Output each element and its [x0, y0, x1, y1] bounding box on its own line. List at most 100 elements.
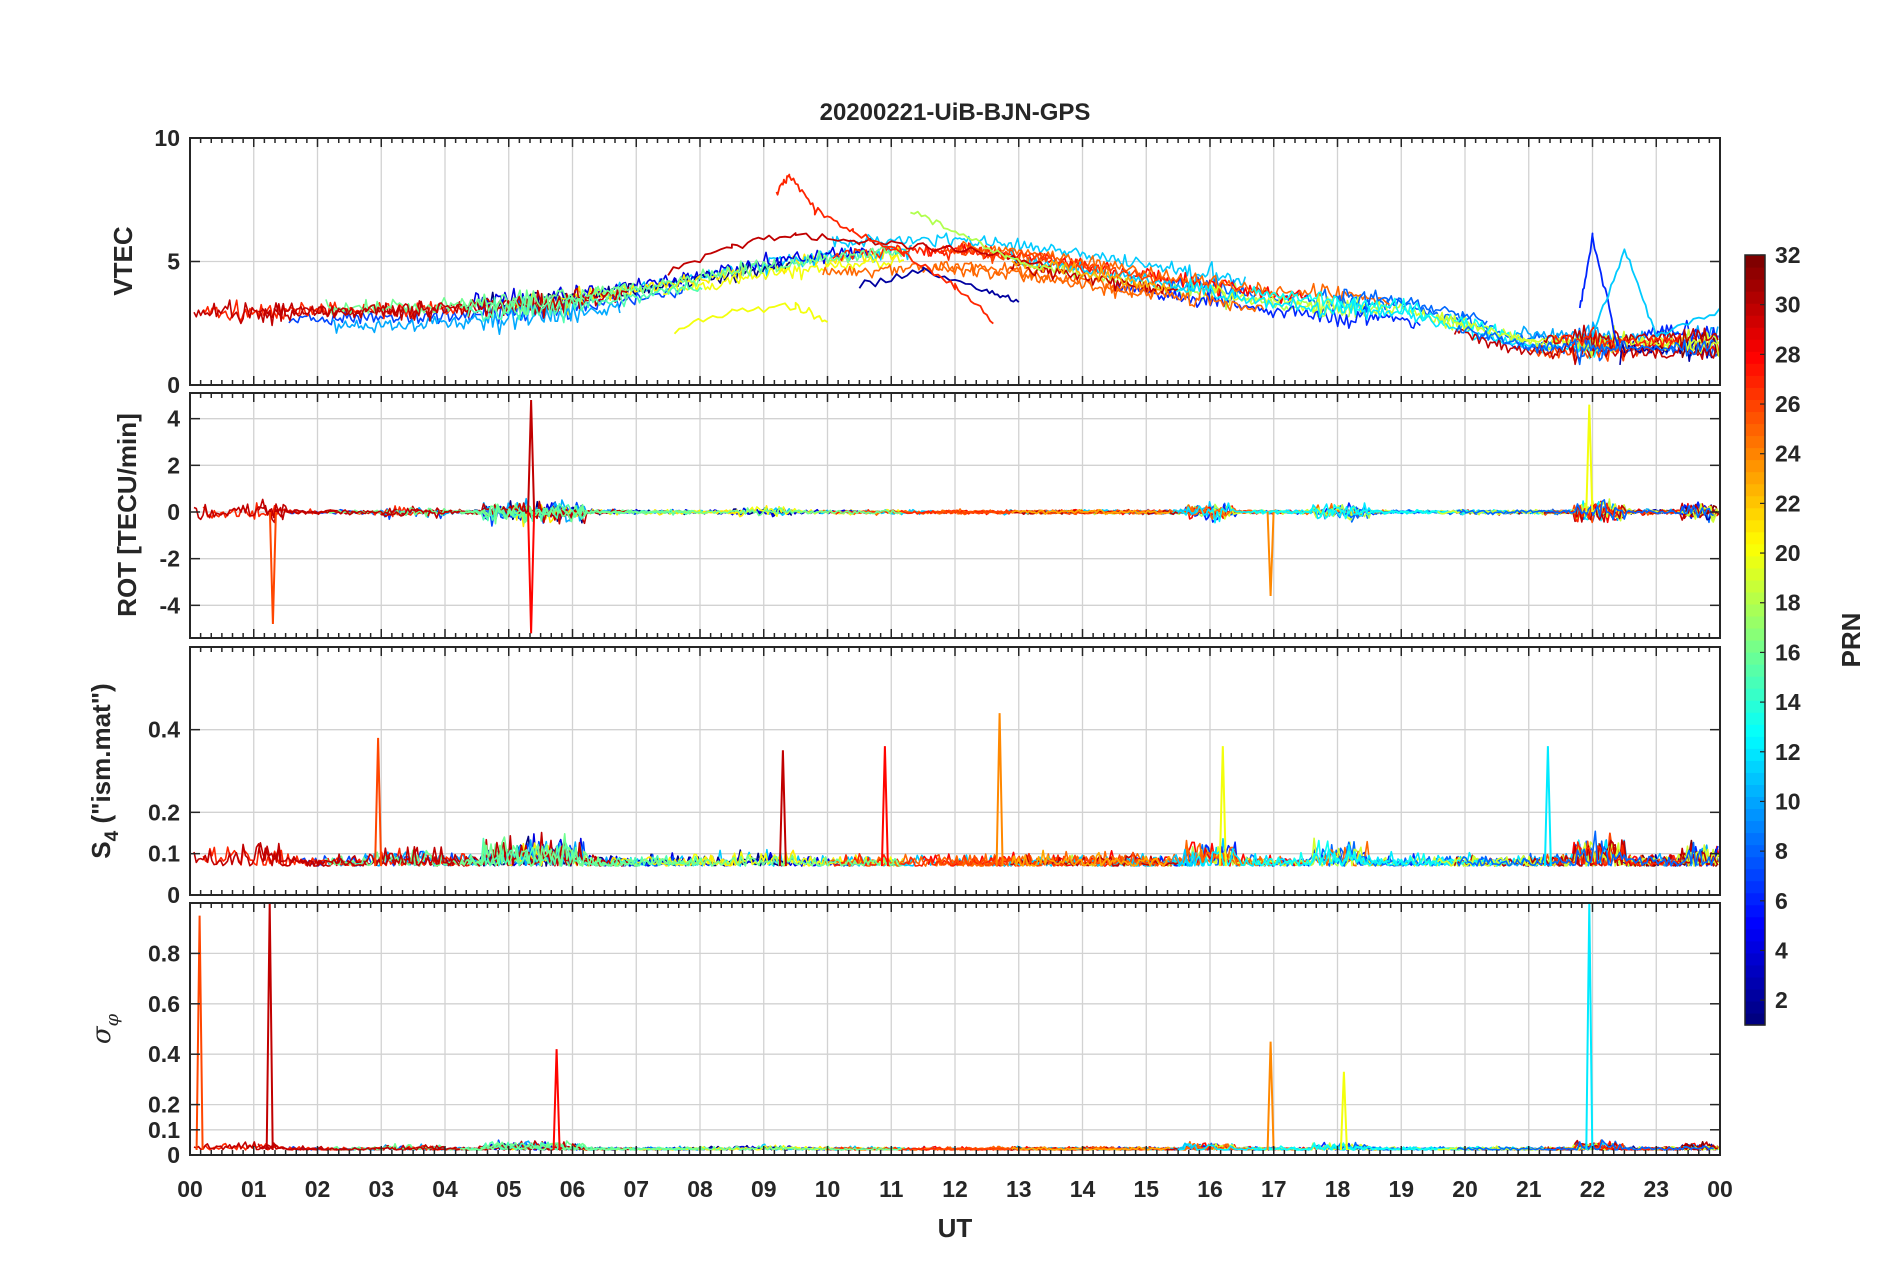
colorbar-step — [1745, 700, 1765, 713]
colorbar-step — [1745, 808, 1765, 822]
prn-series-line — [325, 282, 635, 316]
prn-series-line — [1591, 248, 1720, 338]
panel-border — [189, 646, 1721, 896]
prn-series-line — [1578, 232, 1619, 347]
spike-mark — [995, 713, 1004, 867]
prn-series-line — [467, 280, 703, 324]
colorbar-step — [1745, 519, 1765, 533]
colorbar-step — [1745, 291, 1765, 304]
prn-series-line — [831, 232, 1247, 289]
panel-series — [193, 399, 1720, 634]
x-tick-label: 12 — [942, 1176, 968, 1202]
colorbar-step — [1745, 856, 1765, 870]
sigma-phi-label-sub: φ — [102, 1013, 123, 1026]
colorbar-step — [1745, 652, 1765, 665]
colorbar-step — [1745, 1012, 1765, 1026]
colorbar-tick-label: 6 — [1775, 888, 1788, 914]
prn-series-line — [1011, 849, 1171, 867]
x-tick-label: 20 — [1452, 1176, 1478, 1202]
colorbar-step — [1745, 351, 1765, 364]
spike-mark — [880, 746, 889, 867]
colorbar-step — [1745, 399, 1765, 413]
spike-mark — [1266, 1041, 1275, 1151]
y-tick-label: 0 — [167, 499, 180, 525]
spike-mark — [1585, 404, 1594, 513]
colorbar-step — [1745, 387, 1765, 400]
colorbar-step — [1745, 832, 1765, 846]
x-tick-label: 22 — [1580, 1176, 1606, 1202]
colorbar-step — [1745, 603, 1765, 617]
spike-mark — [374, 737, 383, 867]
y-tick-labels: 0 0.1 0.2 0.4 — [148, 717, 180, 908]
panel-ticks — [189, 393, 1721, 638]
sigma-phi-panel: 00.10.2 0.4 0.6 0.8 σφ — [87, 902, 1721, 1168]
colorbar-step — [1745, 459, 1765, 473]
spike-mark — [778, 750, 787, 867]
prn-series-line — [1011, 508, 1171, 516]
colorbar-step — [1745, 748, 1765, 761]
y-tick-label: 0.8 — [148, 940, 180, 966]
x-tick-label: 14 — [1070, 1176, 1096, 1202]
prn-series-line — [667, 232, 1052, 276]
y-tick-label: 0 — [167, 1142, 180, 1168]
prn-series-line — [459, 833, 902, 867]
colorbar-step — [1745, 363, 1765, 376]
prn-series-line — [832, 242, 1099, 274]
colorbar-step — [1745, 640, 1765, 653]
s4-label-rest: ("ism.mat") — [86, 683, 116, 830]
prn-series-line — [459, 246, 903, 315]
colorbar-step — [1745, 676, 1765, 689]
colorbar-step — [1745, 339, 1765, 352]
colorbar-tick-label: 18 — [1775, 590, 1801, 616]
x-tick-label: 13 — [1006, 1176, 1032, 1202]
prn-series-line — [1336, 288, 1488, 326]
colorbar-tick-label: 12 — [1775, 739, 1801, 765]
rot-panel: -4 -2 0 2 4 ROT [TECU/min] — [112, 392, 1721, 639]
y-tick-labels: -4 -2 0 2 4 — [160, 406, 181, 619]
spike-mark — [1218, 746, 1227, 867]
colorbar-step — [1745, 435, 1765, 449]
colorbar-step — [1745, 952, 1765, 966]
prn-series-line — [775, 173, 994, 325]
y-tick-label: 5 — [167, 249, 180, 275]
prn-series-line — [1251, 504, 1516, 520]
prn-series-line — [1011, 1146, 1171, 1151]
spike-mark — [552, 1049, 561, 1151]
spike-mark — [1266, 511, 1275, 597]
x-tick-label: 00 — [177, 1176, 203, 1202]
colorbar-step — [1745, 531, 1765, 545]
x-tick-label: 07 — [623, 1176, 649, 1202]
x-tick-label: 23 — [1643, 1176, 1669, 1202]
x-tick-label: 18 — [1325, 1176, 1351, 1202]
x-tick-label: 08 — [687, 1176, 713, 1202]
x-tick-label: 02 — [305, 1176, 331, 1202]
panel-series — [193, 713, 1720, 867]
colorbar-step — [1745, 940, 1765, 954]
prn-series-line — [921, 242, 1307, 304]
colorbar-step — [1745, 471, 1765, 485]
panel-series — [193, 173, 1720, 366]
spike-mark — [1339, 1071, 1348, 1151]
colorbar-step — [1745, 976, 1765, 990]
colorbar-tick-label: 14 — [1775, 689, 1801, 715]
x-tick-label: 10 — [815, 1176, 841, 1202]
colorbar-tick-label: 2 — [1775, 987, 1788, 1013]
colorbar-step — [1745, 892, 1765, 906]
colorbar-step — [1745, 507, 1765, 521]
x-tick-label: 16 — [1197, 1176, 1223, 1202]
colorbar-tick-label: 24 — [1775, 441, 1801, 467]
panel-grid — [190, 903, 1720, 1155]
x-tick-label: 05 — [496, 1176, 522, 1202]
colorbar-step — [1745, 916, 1765, 930]
colorbar-step — [1745, 411, 1765, 425]
colorbar-step — [1745, 483, 1765, 497]
colorbar-step — [1745, 724, 1765, 737]
colorbar-step — [1745, 688, 1765, 701]
vtec-axis-label: VTEC — [108, 226, 138, 296]
spike-mark — [1585, 903, 1594, 1151]
y-tick-label: 0.4 — [148, 1041, 180, 1067]
prn-series-line — [193, 288, 606, 327]
colorbar-step — [1745, 315, 1765, 328]
